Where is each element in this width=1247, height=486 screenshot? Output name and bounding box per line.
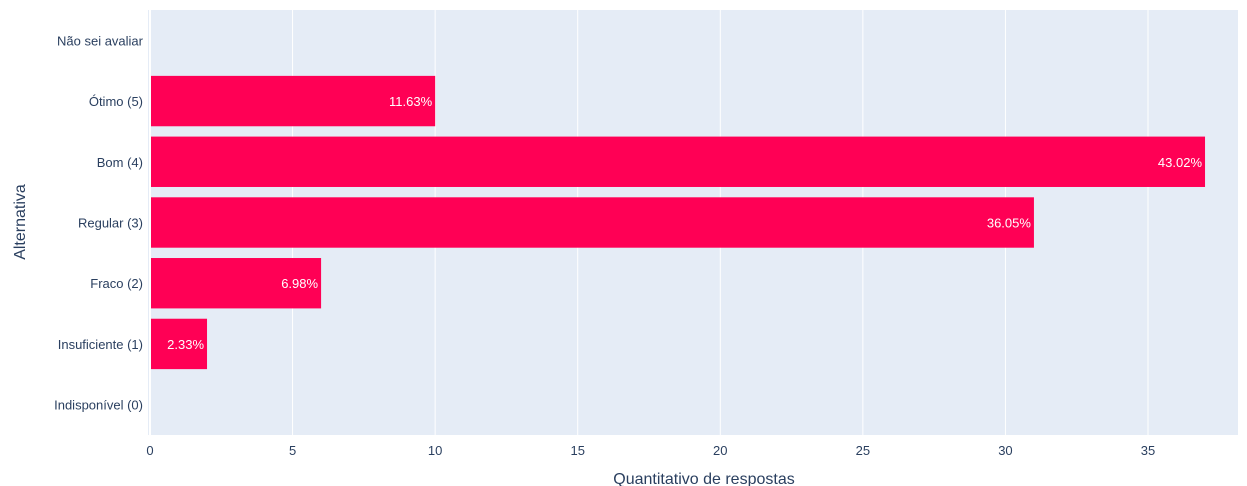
x-tick-labels: 0 5 10 15 20 25 30 35 (146, 443, 1155, 458)
y-tick-label: Não sei avaliar (57, 33, 144, 48)
y-tick-label: Insuficiente (1) (58, 337, 143, 352)
y-tick-label: Ótimo (5) (89, 94, 143, 109)
bars (151, 75, 1206, 370)
x-tick-label: 15 (570, 443, 584, 458)
x-tick-label: 35 (1141, 443, 1155, 458)
bar-value-label: 6.98% (281, 276, 318, 291)
x-tick-label: 5 (289, 443, 296, 458)
y-tick-label: Fraco (2) (90, 276, 143, 291)
y-tick-label: Regular (3) (78, 216, 143, 231)
y-axis-title: Alternativa (12, 184, 29, 260)
bar (151, 258, 322, 309)
bar (151, 136, 1206, 187)
bar-value-label: 36.05% (987, 216, 1032, 231)
y-tick-label: Indisponível (0) (54, 398, 143, 413)
x-tick-label: 0 (146, 443, 153, 458)
bar-labels: 11.63% 43.02% 36.05% 6.98% 2.33% (167, 94, 1202, 352)
bar-value-label: 11.63% (389, 94, 433, 109)
x-tick-label: 25 (856, 443, 870, 458)
x-tick-label: 30 (998, 443, 1012, 458)
bar-value-label: 43.02% (1158, 155, 1203, 170)
y-tick-labels: Não sei avaliar Ótimo (5) Bom (4) Regular (… (54, 33, 144, 412)
x-tick-label: 10 (428, 443, 442, 458)
bar (151, 318, 208, 370)
bar-value-label: 2.33% (167, 337, 204, 352)
bar (151, 197, 1034, 248)
bar (151, 75, 436, 127)
x-axis-title: Quantitativo de respostas (613, 471, 794, 486)
x-tick-label: 20 (713, 443, 727, 458)
y-tick-label: Bom (4) (97, 155, 143, 170)
